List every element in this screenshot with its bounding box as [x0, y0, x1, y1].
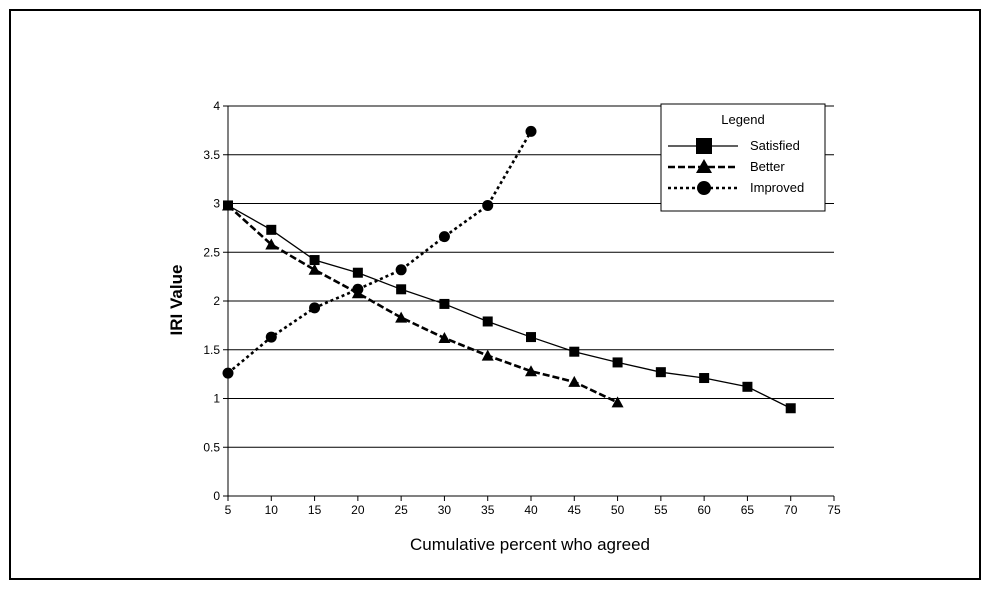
gridlines	[228, 105, 834, 448]
data-point-better	[308, 263, 321, 275]
legend-box	[660, 103, 826, 212]
data-point-satisfied	[742, 381, 753, 392]
y-tick-label: 2.5	[203, 245, 220, 259]
data-point-better	[525, 365, 537, 377]
data-point-improved	[438, 231, 450, 243]
series-layer	[222, 125, 796, 414]
legend-marker-better	[696, 159, 712, 173]
data-point-improved	[265, 331, 277, 343]
data-point-satisfied	[439, 298, 450, 309]
x-axis-ticks: 5 10 15 20 25 30 35 40 45 50 55 60 65 70 75	[225, 496, 841, 517]
data-point-satisfied	[482, 316, 493, 327]
legend-title: Legend	[721, 112, 764, 127]
x-tick-label: 10	[265, 503, 279, 517]
x-tick-label: 45	[568, 503, 582, 517]
legend-marker-improved	[697, 181, 711, 195]
data-point-better	[222, 199, 234, 211]
legend-marker-satisfied	[696, 138, 712, 154]
x-tick-label: 25	[394, 503, 408, 517]
data-point-improved	[309, 302, 321, 314]
x-tick-label: 55	[654, 503, 668, 517]
data-point-satisfied	[396, 284, 407, 295]
y-tick-label: 0	[213, 489, 220, 503]
data-point-better	[265, 238, 278, 250]
data-point-better	[611, 396, 624, 408]
x-tick-label: 65	[741, 503, 755, 517]
series-line-improved	[227, 130, 533, 375]
data-point-satisfied	[352, 267, 363, 278]
y-tick-label: 2	[213, 294, 220, 308]
x-axis-label: Cumulative percent who agreed	[410, 535, 650, 554]
legend-item-satisfied: Satisfied	[668, 138, 800, 154]
x-tick-label: 70	[784, 503, 798, 517]
x-tick-label: 40	[524, 503, 538, 517]
series-line-satisfied	[227, 204, 792, 409]
data-point-improved	[222, 367, 234, 379]
data-point-satisfied	[526, 332, 536, 343]
series-line-better	[227, 204, 619, 404]
x-tick-label: 35	[481, 503, 495, 517]
series-satisfied	[223, 200, 796, 414]
data-point-improved	[482, 199, 494, 211]
x-tick-label: 60	[697, 503, 711, 517]
y-tick-label: 3.5	[203, 148, 220, 162]
chart-frame	[9, 9, 981, 580]
legend-label-satisfied: Satisfied	[750, 138, 800, 153]
data-point-satisfied	[266, 224, 277, 235]
y-tick-label: 4	[213, 99, 220, 113]
data-point-better	[481, 349, 494, 361]
data-point-improved	[395, 264, 407, 276]
y-axis-ticks: 0 0.5 1 1.5 2 2.5 3 3.5 4	[203, 99, 228, 503]
x-tick-label: 15	[308, 503, 322, 517]
data-point-improved	[352, 283, 364, 295]
x-tick-label: 5	[225, 503, 232, 517]
data-point-improved	[525, 125, 537, 137]
data-point-satisfied	[699, 373, 710, 384]
legend-label-improved: Improved	[750, 180, 804, 195]
y-tick-label: 1.5	[203, 343, 220, 357]
data-point-satisfied	[569, 346, 580, 357]
legend: Legend Satisfied Better Improved	[660, 103, 826, 212]
data-point-satisfied	[309, 255, 320, 266]
series-improved	[222, 125, 537, 379]
x-tick-label: 75	[827, 503, 841, 517]
series-better	[222, 199, 624, 408]
y-tick-label: 3	[213, 197, 220, 211]
data-point-better	[395, 311, 408, 323]
data-point-better	[438, 332, 451, 344]
y-axis-label: IRI Value	[167, 265, 186, 336]
data-point-satisfied	[785, 403, 796, 414]
data-point-satisfied	[612, 357, 623, 368]
data-point-satisfied	[655, 367, 666, 378]
legend-item-better: Better	[668, 159, 785, 174]
legend-item-improved: Improved	[668, 180, 804, 195]
legend-label-better: Better	[750, 159, 785, 174]
x-tick-label: 50	[611, 503, 625, 517]
data-point-better	[568, 375, 581, 387]
x-tick-label: 20	[351, 503, 365, 517]
y-tick-label: 1	[213, 392, 220, 406]
x-tick-label: 30	[438, 503, 452, 517]
y-tick-label: 0.5	[203, 440, 220, 454]
legend-items: Satisfied Better Improved	[668, 138, 804, 195]
